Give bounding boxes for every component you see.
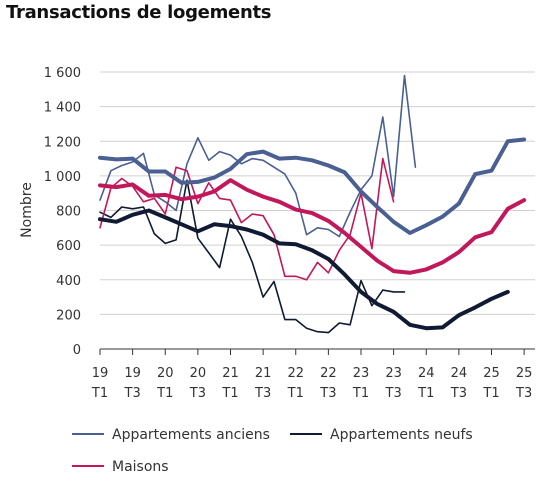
x-tick-label-year: 20	[157, 366, 174, 381]
series-line-appartements-neufs	[99, 179, 406, 334]
x-tick-label-year: 22	[287, 366, 304, 381]
x-tick-label-year: 25	[483, 366, 500, 381]
x-tick-label-year: 19	[92, 366, 109, 381]
x-tick-label-year: 24	[451, 366, 468, 381]
y-tick-label: 1 200	[44, 135, 81, 150]
x-tick-label-quarter: T1	[91, 386, 108, 401]
series-lines	[98, 74, 527, 334]
y-tick-label: 1 000	[44, 170, 81, 185]
x-tick-label-quarter: T1	[156, 386, 173, 401]
x-tick-label-quarter: T1	[417, 386, 434, 401]
x-tick-label-year: 21	[255, 366, 272, 381]
x-tick-label-quarter: T1	[221, 386, 238, 401]
x-tick-label-quarter: T3	[385, 386, 402, 401]
x-tick-label-quarter: T1	[287, 386, 304, 401]
legend-label: Maisons	[112, 459, 169, 475]
series-line-appartements-anciens	[99, 74, 417, 238]
y-axis-label: Nombre	[19, 182, 35, 238]
gridlines	[100, 71, 535, 350]
legend-label: Appartements neufs	[330, 427, 473, 443]
x-tick-label-quarter: T3	[450, 386, 467, 401]
x-tick-label-year: 22	[320, 366, 337, 381]
x-tick-label-quarter: T1	[482, 386, 499, 401]
y-tick-label: 800	[56, 205, 81, 220]
chart-title: Transactions de logements	[6, 2, 272, 23]
y-axis-ticks: 0 200 400 600 800 1 000 1 200 1 400 1 600	[44, 66, 81, 358]
series-line-maisons	[99, 157, 395, 281]
x-tick-label-year: 21	[222, 366, 239, 381]
y-tick-label: 0	[73, 343, 81, 358]
y-tick-label: 1 600	[44, 66, 81, 81]
y-tick-label: 1 400	[44, 101, 81, 116]
x-tick-label-quarter: T3	[124, 386, 141, 401]
x-tick-label-year: 23	[385, 366, 402, 381]
x-tick-label-year: 23	[353, 366, 370, 381]
x-tick-label-quarter: T3	[254, 386, 271, 401]
series-line-appartements-anciens-moyenne-mobile	[98, 137, 527, 235]
series-line-maisons-moyenne-mobile	[98, 178, 527, 275]
series-line-appartements-neufs-moyenne-mobile	[98, 208, 510, 331]
x-tick-label-year: 20	[190, 366, 207, 381]
legend-label: Appartements anciens	[112, 427, 270, 443]
x-tick-label-year: 19	[124, 366, 141, 381]
y-tick-label: 400	[56, 274, 81, 289]
legend: Appartements anciens Appartements neufs Ma…	[72, 427, 473, 475]
x-tick-label-quarter: T3	[515, 386, 532, 401]
x-tick-label-year: 24	[418, 366, 435, 381]
x-tick-label-quarter: T1	[352, 386, 369, 401]
x-axis: 19 T1 19 T3 20 T1 20 T3 21 T1 21 T3 22 T1 22 T3 23 T1 23 T3…	[91, 348, 535, 401]
y-tick-label: 200	[56, 308, 81, 323]
x-tick-label-quarter: T3	[319, 386, 336, 401]
y-tick-label: 600	[56, 239, 81, 254]
x-tick-label-year: 25	[516, 366, 533, 381]
x-tick-label-quarter: T3	[189, 386, 206, 401]
